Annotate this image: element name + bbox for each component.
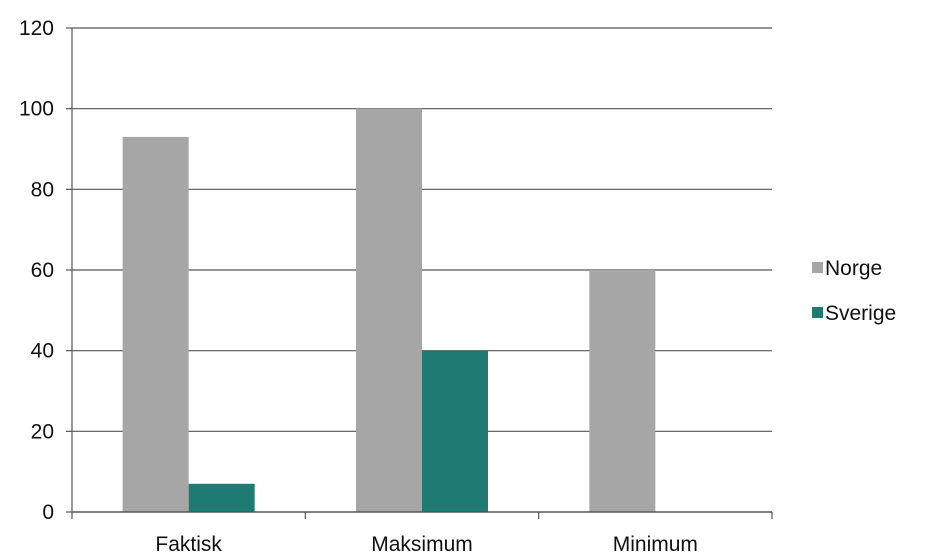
bar-sverige-faktisk <box>188 483 255 512</box>
bar-norge-maksimum <box>356 108 422 513</box>
y-tick-label-0: 0 <box>42 501 54 524</box>
legend-swatch-sverige <box>812 307 823 318</box>
bar-sverige-maksimum <box>422 350 488 512</box>
y-tick-label-60: 60 <box>31 259 54 282</box>
y-tick-label-100: 100 <box>19 98 54 121</box>
bar-norge-minimum <box>589 270 656 512</box>
legend-label-sverige: Sverige <box>825 302 896 325</box>
y-tick-label-80: 80 <box>31 178 54 201</box>
x-tick-label-maksimum: Maksimum <box>371 533 473 554</box>
y-tick-label-120: 120 <box>19 17 54 40</box>
y-tick-label-20: 20 <box>31 420 54 443</box>
bar-norge-faktisk <box>122 136 189 512</box>
x-tick-label-minimum: Minimum <box>613 533 698 554</box>
legend-swatch-norge <box>812 262 823 273</box>
legend-label-norge: Norge <box>825 257 882 280</box>
x-tick-label-faktisk: Faktisk <box>155 533 222 554</box>
y-tick-label-40: 40 <box>31 340 54 363</box>
